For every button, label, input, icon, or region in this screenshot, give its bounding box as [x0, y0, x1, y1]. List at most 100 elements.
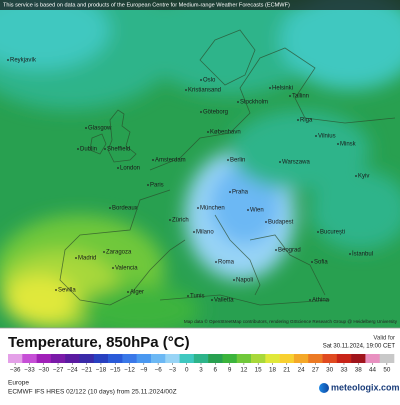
city-label: Sofia — [314, 260, 328, 266]
valid-label: Valid for — [373, 336, 395, 342]
colorbar-tick-label: 6 — [214, 367, 218, 374]
brand-name[interactable]: meteologix.com — [331, 382, 400, 392]
colorbar-segment — [65, 354, 80, 363]
colorbar-segment — [122, 354, 137, 363]
city-dot — [237, 101, 239, 103]
model-info: ECMWF IFS HRES 02/122 (10 days) from 25.… — [8, 389, 177, 396]
city-dot — [55, 289, 57, 291]
valid-time: Sat 30.11.2024, 19:00 CET — [323, 344, 396, 350]
service-notice: This service is based on data and produc… — [3, 2, 290, 8]
colorbar-tick-label: 27 — [312, 367, 320, 374]
city-dot — [317, 231, 319, 233]
city-label: Athina — [312, 298, 330, 304]
city-dot — [247, 209, 249, 211]
brand-logo — [319, 383, 329, 393]
colorbar-segment — [379, 354, 395, 363]
colorbar-segment — [336, 354, 352, 363]
colorbar-tick-label: −30 — [38, 367, 49, 374]
map-attribution: Map data © OpenStreetMap contributors, r… — [184, 318, 398, 324]
colorbar-segment — [93, 354, 109, 363]
city-dot — [269, 87, 271, 89]
region: Europe — [8, 380, 29, 387]
city-label: Roma — [218, 260, 235, 266]
city-dot — [309, 299, 311, 301]
city-label: München — [200, 206, 225, 212]
colorbar-tick-label: 0 — [185, 367, 189, 374]
colorbar-tick-label: 44 — [369, 367, 377, 374]
colorbar-segment — [193, 354, 209, 363]
city-label: Tunis — [190, 294, 204, 300]
colorbar-tick-label: 3 — [199, 367, 203, 374]
colorbar-tick-label: −27 — [53, 367, 64, 374]
city-label: Berlin — [230, 158, 245, 164]
city-label: Madrid — [78, 256, 96, 262]
colorbar-segment — [222, 354, 238, 363]
colorbar-segment — [108, 354, 123, 363]
colorbar-tick-label: 15 — [255, 367, 263, 374]
city-label: İstanbul — [352, 251, 373, 258]
city-label: Paris — [150, 183, 164, 189]
city-label: Dublin — [80, 147, 97, 153]
colorbar-segment — [279, 354, 295, 363]
colorbar-segment — [150, 354, 166, 363]
colorbar-tick-label: −18 — [96, 367, 107, 374]
colorbar-tick-label: −6 — [155, 367, 163, 374]
city-dot — [185, 89, 187, 91]
city-label: Zürich — [172, 218, 189, 224]
city-dot — [229, 191, 231, 193]
colorbar-segment — [236, 354, 252, 363]
city-dot — [355, 175, 357, 177]
city-label: Minsk — [340, 142, 357, 148]
city-label: Helsinki — [272, 86, 293, 92]
colorbar-tick-label: 9 — [228, 367, 232, 374]
colorbar-tick-label: −33 — [24, 367, 35, 374]
city-label: Valencia — [115, 266, 138, 272]
city-dot — [117, 167, 119, 169]
temperature-map: Reykjavík Glasgow Dublin Sheffield London Ams… — [0, 0, 400, 328]
city-label: Valletta — [214, 298, 234, 304]
city-dot — [75, 257, 77, 259]
city-dot — [315, 135, 317, 137]
city-dot — [275, 249, 277, 251]
city-label: Riga — [300, 118, 313, 124]
city-dot — [265, 221, 267, 223]
legend-title: Temperature, 850hPa (°C) — [8, 334, 190, 351]
city-dot — [169, 219, 171, 221]
city-dot — [187, 295, 189, 297]
colorbar-segment — [8, 354, 23, 363]
colorbar-tick-label: 38 — [355, 367, 363, 374]
city-label: Sheffield — [107, 147, 130, 153]
city-label: Beograd — [278, 248, 301, 254]
colorbar-segment — [251, 354, 266, 363]
city-dot — [279, 161, 281, 163]
colorbar: −36 −33 −30 −27 −24 −21 −18 −15 −12 −9 −6 −3 0 3 6 9 12 1… — [8, 354, 395, 374]
city-dot — [112, 267, 114, 269]
colorbar-segment — [165, 354, 180, 363]
colorbar-segment — [308, 354, 323, 363]
colorbar-segment — [136, 354, 152, 363]
city-labels: Reykjavík Glasgow Dublin Sheffield London Ams… — [7, 58, 373, 304]
city-dot — [349, 253, 351, 255]
city-label: Sevilla — [58, 288, 76, 294]
city-dot — [152, 159, 154, 161]
colorbar-tick-label: 33 — [340, 367, 348, 374]
city-dot — [289, 95, 291, 97]
city-label: Bordeaux — [112, 206, 138, 212]
city-dot — [200, 111, 202, 113]
colorbar-tick-label: −15 — [110, 367, 121, 374]
city-dot — [104, 148, 106, 150]
city-dot — [85, 127, 87, 129]
city-label: Göteborg — [203, 110, 228, 116]
city-label: Warszawa — [282, 160, 310, 166]
city-label: København — [210, 130, 241, 136]
city-label: Vilnius — [318, 134, 336, 140]
colorbar-tick-label: −36 — [10, 367, 21, 374]
city-label: Budapest — [268, 220, 294, 226]
city-label: Wien — [250, 208, 264, 214]
colorbar-tick-label: 30 — [326, 367, 334, 374]
colorbar-segment — [208, 354, 223, 363]
colorbar-tick-label: 21 — [283, 367, 291, 374]
city-dot — [227, 159, 229, 161]
colorbar-segment — [351, 354, 366, 363]
